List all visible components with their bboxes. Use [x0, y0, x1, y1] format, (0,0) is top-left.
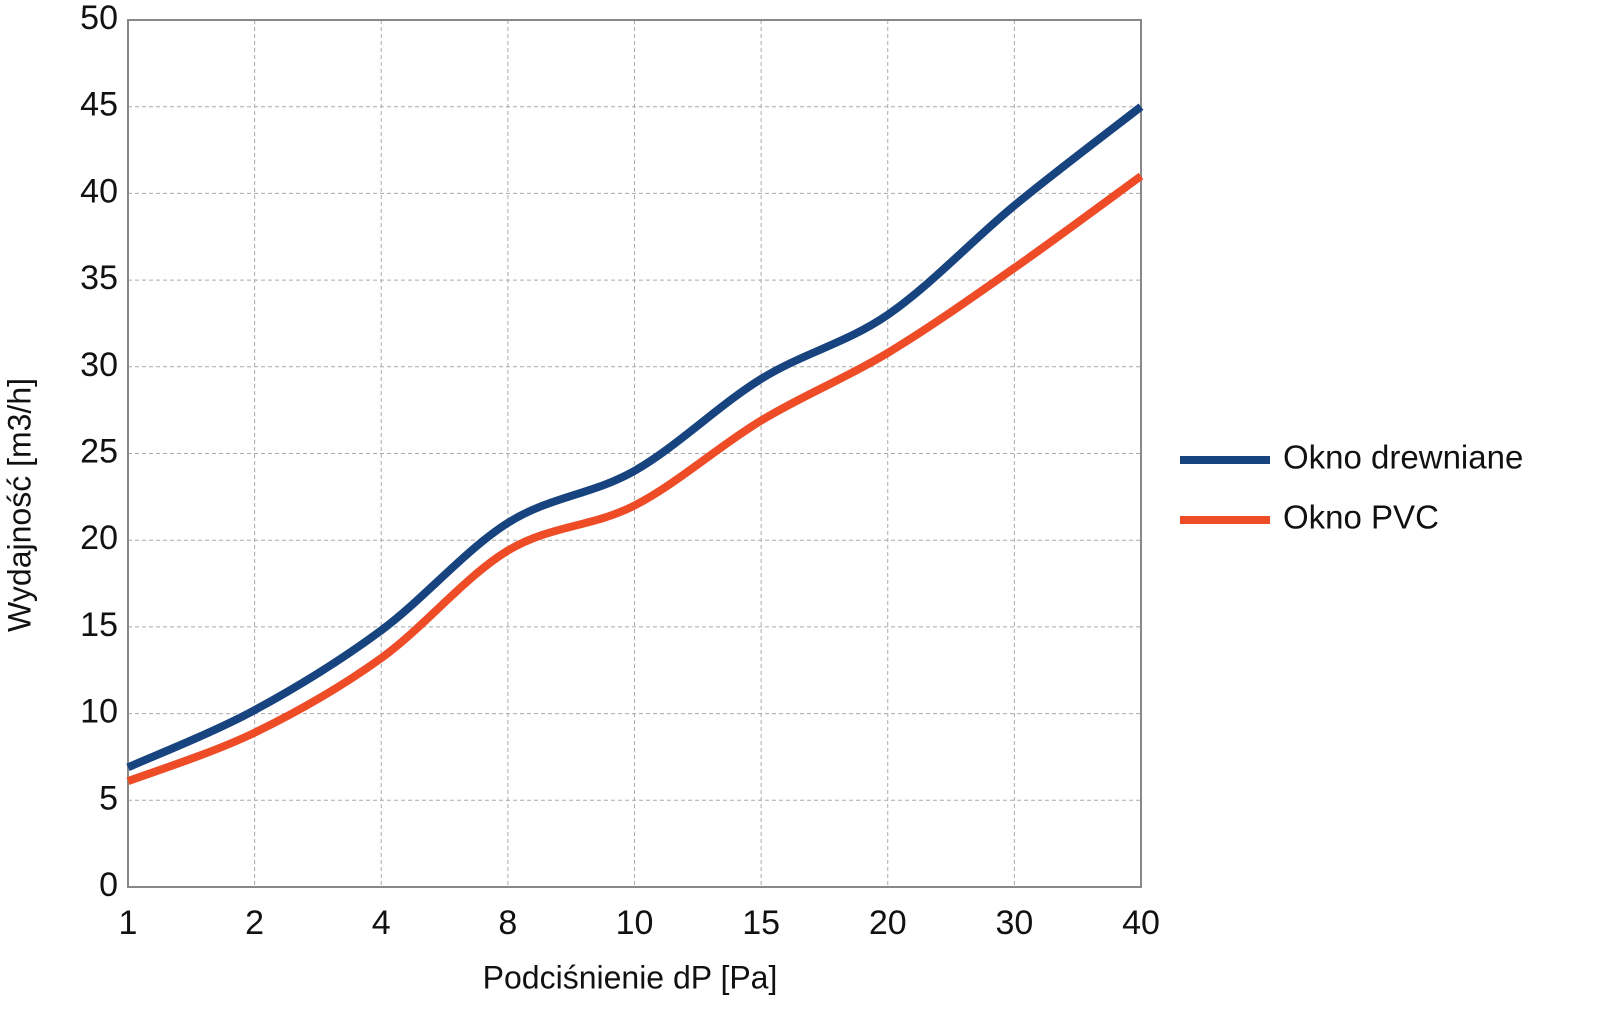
y-tick-label: 40	[80, 172, 118, 210]
legend-label: Okno PVC	[1283, 499, 1439, 536]
y-tick-label: 15	[80, 606, 118, 644]
y-axis-label: Wydajność [m3/h]	[1, 378, 37, 632]
x-tick-label: 10	[616, 904, 654, 942]
y-tick-label: 30	[80, 346, 118, 384]
plot-frame	[127, 19, 1142, 888]
x-tick-label: 40	[1122, 904, 1160, 942]
series-line	[126, 103, 1144, 771]
y-tick-label: 45	[80, 86, 118, 124]
y-tick-label: 35	[80, 259, 118, 297]
y-tick-label: 0	[99, 866, 118, 904]
x-axis-label: Podciśnienie dP [Pa]	[483, 959, 778, 995]
x-tick-label: 4	[372, 904, 391, 942]
x-tick-label: 8	[498, 904, 517, 942]
legend-label: Okno drewniane	[1283, 439, 1523, 476]
y-tick-label: 5	[99, 779, 118, 817]
x-tick-label: 30	[995, 904, 1033, 942]
x-tick-label: 1	[119, 904, 138, 942]
y-tick-label: 25	[80, 432, 118, 470]
y-tick-label: 50	[80, 0, 118, 37]
y-tick-label: 20	[80, 519, 118, 557]
x-tick-label: 15	[742, 904, 780, 942]
x-tick-label: 2	[245, 904, 264, 942]
series-line	[126, 172, 1144, 785]
y-tick-label: 10	[80, 693, 118, 731]
x-tick-label: 20	[869, 904, 907, 942]
